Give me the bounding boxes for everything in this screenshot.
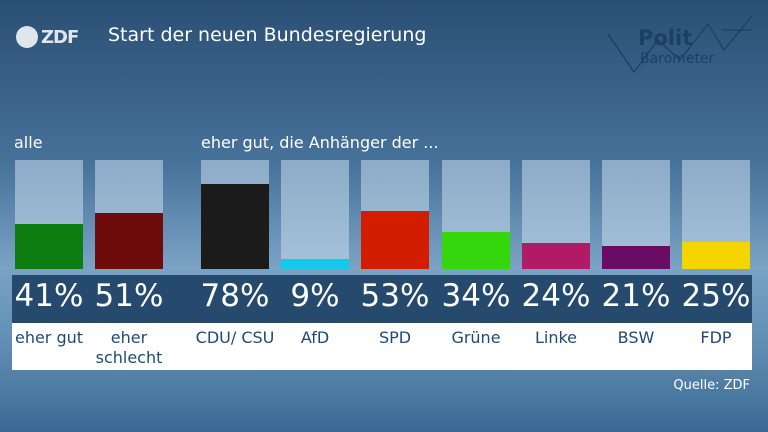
chart-title: Start der neuen Bundesregierung — [108, 24, 427, 46]
bar-value-label: 9% — [290, 278, 340, 314]
bar — [15, 224, 83, 269]
bar — [442, 232, 510, 269]
bar-background — [682, 160, 750, 269]
bar — [522, 243, 590, 269]
bar-background — [281, 160, 349, 269]
category-label: eher gut — [14, 328, 84, 347]
percentage-band — [12, 275, 752, 323]
category-label: Linke — [534, 328, 578, 347]
zdf-logo-icon — [16, 26, 38, 48]
bar-background — [201, 160, 269, 269]
category-label: CDU/ CSU — [195, 328, 275, 347]
category-label: SPD — [378, 328, 412, 347]
bar-background — [522, 160, 590, 269]
politbarometer-word-polit: Polit — [638, 26, 693, 50]
politbarometer-graph-icon — [607, 15, 753, 74]
bar — [602, 246, 670, 269]
bar-value-label: 25% — [681, 278, 751, 314]
bar-value-label: 34% — [441, 278, 511, 314]
bar — [361, 211, 429, 269]
source-note: Quelle: ZDF — [673, 378, 750, 393]
section-label-all: alle — [14, 133, 43, 152]
category-label: BSW — [617, 328, 655, 347]
bar-value-label: 41% — [14, 278, 84, 314]
category-label: Grüne — [451, 328, 501, 347]
bar — [682, 242, 750, 269]
politbarometer-word-barometer: Barometer — [640, 51, 715, 67]
bar-value-label: 53% — [360, 278, 430, 314]
bar — [281, 259, 349, 269]
bar-value-label: 51% — [94, 278, 164, 314]
category-label: AfD — [300, 328, 330, 347]
category-label: eher schlecht — [95, 328, 163, 367]
bar — [95, 213, 163, 269]
zdf-logo-text: ZDF — [41, 26, 79, 48]
bar-background — [442, 160, 510, 269]
zdf-logo: ZDF — [16, 24, 79, 50]
politbarometer-logo: Polit Barometer — [600, 10, 760, 80]
bar — [201, 184, 269, 269]
category-label: FDP — [700, 328, 732, 347]
bar-value-label: 24% — [521, 278, 591, 314]
bar-background — [15, 160, 83, 269]
bar-value-label: 78% — [200, 278, 270, 314]
bar-background — [361, 160, 429, 269]
bar-background — [602, 160, 670, 269]
bar-value-label: 21% — [601, 278, 671, 314]
section-label-supporters: eher gut, die Anhänger der ... — [201, 133, 439, 152]
category-band — [12, 323, 752, 370]
bar-background — [95, 160, 163, 269]
